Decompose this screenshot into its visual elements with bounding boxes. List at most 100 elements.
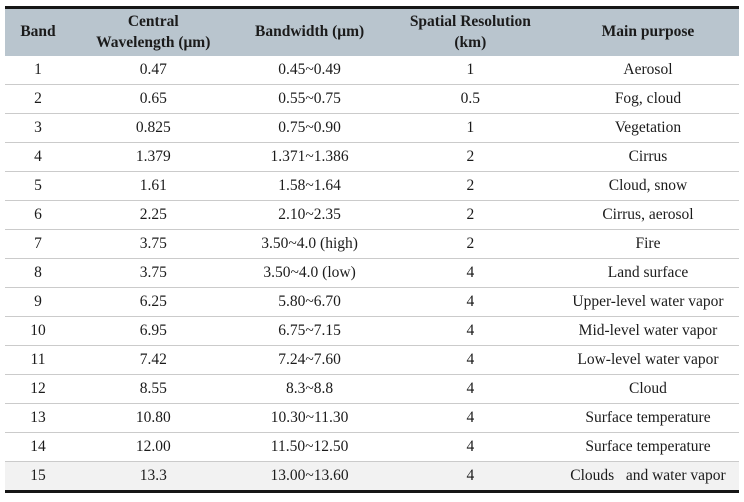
- cell-bandwidth: 1.371~1.386: [235, 142, 384, 172]
- cell-bandwidth: 13.00~13.60: [235, 461, 384, 492]
- cell-spatial-resolution: 4: [383, 345, 557, 375]
- cell-bandwidth: 0.55~0.75: [235, 84, 384, 114]
- cell-spatial-resolution: 4: [383, 461, 557, 492]
- table-row: 6 2.25 2.10~2.35 2 Cirrus, aerosol: [5, 200, 739, 230]
- cell-band: 10: [5, 316, 72, 346]
- table-row: 7 3.75 3.50~4.0 (high) 2 Fire: [5, 229, 739, 259]
- cell-band: 2: [5, 84, 72, 114]
- cell-spatial-resolution: 4: [383, 258, 557, 288]
- col-header-bandwidth-label: Bandwidth (μm): [255, 23, 365, 41]
- cell-bandwidth: 3.50~4.0 (high): [235, 229, 384, 259]
- cell-central-wavelength: 0.825: [71, 113, 236, 143]
- cell-band: 4: [5, 142, 72, 172]
- table-row: 15 13.3 13.00~13.60 4 Clouds and water v…: [5, 461, 739, 492]
- cell-bandwidth: 6.75~7.15: [235, 316, 384, 346]
- cell-central-wavelength: 10.80: [71, 403, 236, 433]
- cell-main-purpose: Cirrus: [556, 142, 739, 172]
- cell-spatial-resolution: 2: [383, 142, 557, 172]
- cell-spatial-resolution: 4: [383, 403, 557, 433]
- cell-bandwidth: 10.30~11.30: [235, 403, 384, 433]
- cell-spatial-resolution: 1: [466, 61, 475, 78]
- cell-central-wavelength: 0.65: [71, 84, 236, 114]
- table-body: 1 0.47 0.45~0.49 1 Aerosol 2 0.65 0.55~0…: [5, 56, 739, 492]
- table-row: 11 7.42 7.24~7.60 4 Low-level water vapo…: [5, 345, 739, 375]
- cell-main-purpose: Fire: [556, 229, 739, 259]
- cell-spatial-resolution: 4: [383, 287, 557, 317]
- cell-band: 7: [5, 229, 72, 259]
- table-row: 14 12.00 11.50~12.50 4 Surface temperatu…: [5, 432, 739, 462]
- table-row: 13 10.80 10.30~11.30 4 Surface temperatu…: [5, 403, 739, 433]
- table-row: 10 6.95 6.75~7.15 4 Mid-level water vapo…: [5, 316, 739, 346]
- cell-spatial-resolution: 2: [383, 229, 557, 259]
- cell-main-purpose: Mid-level water vapor: [556, 316, 739, 346]
- cell-main-purpose: Vegetation: [556, 113, 739, 143]
- cell-main-purpose: Cloud, snow: [556, 171, 739, 201]
- cell-band: 14: [5, 432, 72, 462]
- band-spec-table: Band Central Wavelength (μm) Bandwidth (…: [5, 6, 739, 493]
- col-header-spatial-resolution-line1: Spatial Resolution: [409, 12, 531, 30]
- table-row: 4 1.379 1.371~1.386 2 Cirrus: [5, 142, 739, 172]
- cell-main-purpose: Fog, cloud: [556, 84, 739, 114]
- col-header-main-purpose-label: Main purpose: [601, 23, 695, 41]
- cell-band: 3: [5, 113, 72, 143]
- col-header-spatial-resolution: Spatial Resolution (km): [383, 7, 557, 56]
- cell-main-purpose: Cloud: [556, 374, 739, 404]
- cell-bandwidth: 5.80~6.70: [235, 287, 384, 317]
- cell-band: 9: [5, 287, 72, 317]
- cell-spatial-resolution: 1: [383, 113, 557, 143]
- cell-band: 5: [5, 171, 72, 201]
- cell-central-wavelength: 3.75: [71, 229, 236, 259]
- header-row: Band Central Wavelength (μm) Bandwidth (…: [5, 7, 739, 56]
- cell-bandwidth: 1.58~1.64: [235, 171, 384, 201]
- cell-bandwidth: 0.75~0.90: [235, 113, 384, 143]
- col-header-bandwidth: Bandwidth (μm): [235, 7, 384, 56]
- col-header-main-purpose: Main purpose: [556, 7, 739, 56]
- cell-bandwidth: 7.24~7.60: [235, 345, 384, 375]
- table-row: 12 8.55 8.3~8.8 4 Cloud: [5, 374, 739, 404]
- cell-main-purpose: Surface temperature: [556, 403, 739, 433]
- cell-spatial-resolution: 0.5: [383, 84, 557, 114]
- cell-main-purpose: Cirrus, aerosol: [556, 200, 739, 230]
- cell-band: 6: [5, 200, 72, 230]
- cell-central-wavelength: 1.61: [71, 171, 236, 201]
- col-header-central-wavelength: Central Wavelength (μm): [71, 7, 236, 56]
- table-row: 2 0.65 0.55~0.75 0.5 Fog, cloud: [5, 84, 739, 114]
- col-header-central-wavelength-line1: Central: [127, 12, 179, 30]
- cell-main-purpose: Land surface: [556, 258, 739, 288]
- cell-central-wavelength: 3.75: [71, 258, 236, 288]
- cell-band: 12: [5, 374, 72, 404]
- cell-bandwidth: 3.50~4.0 (low): [235, 258, 384, 288]
- cell-spatial-resolution: 4: [383, 432, 557, 462]
- table-row: 8 3.75 3.50~4.0 (low) 4 Land surface: [5, 258, 739, 288]
- cell-spatial-resolution: 2: [383, 200, 557, 230]
- cell-spatial-resolution: 4: [383, 374, 557, 404]
- cell-band: 15: [5, 461, 72, 492]
- cell-central-wavelength: 6.25: [71, 287, 236, 317]
- cell-band: 13: [5, 403, 72, 433]
- col-header-band: Band: [5, 7, 72, 56]
- table-row: 5 1.61 1.58~1.64 2 Cloud, snow: [5, 171, 739, 201]
- table-row: 9 6.25 5.80~6.70 4 Upper-level water vap…: [5, 287, 739, 317]
- col-header-central-wavelength-line2: Wavelength (μm): [96, 33, 211, 51]
- cell-bandwidth: 2.10~2.35: [235, 200, 384, 230]
- table-row: 3 0.825 0.75~0.90 1 Vegetation: [5, 113, 739, 143]
- cell-central-wavelength: 2.25: [71, 200, 236, 230]
- cell-central-wavelength: 0.47: [139, 61, 167, 78]
- cell-central-wavelength: 12.00: [71, 432, 236, 462]
- cell-bandwidth: 11.50~12.50: [235, 432, 384, 462]
- cell-central-wavelength: 6.95: [71, 316, 236, 346]
- col-header-band-label: Band: [20, 23, 56, 41]
- cell-main-purpose: Low-level water vapor: [556, 345, 739, 375]
- table-row: 1 0.47 0.45~0.49 1 Aerosol: [5, 56, 739, 85]
- table-header: Band Central Wavelength (μm) Bandwidth (…: [5, 7, 739, 56]
- cell-bandwidth: 0.45~0.49: [278, 61, 341, 78]
- cell-band: 11: [5, 345, 72, 375]
- cell-band: 1: [34, 61, 42, 78]
- cell-main-purpose: Surface temperature: [556, 432, 739, 462]
- cell-central-wavelength: 7.42: [71, 345, 236, 375]
- cell-main-purpose: Clouds and water vapor: [556, 461, 739, 492]
- cell-central-wavelength: 1.379: [71, 142, 236, 172]
- cell-main-purpose: Aerosol: [623, 61, 673, 78]
- cell-band: 8: [5, 258, 72, 288]
- cell-spatial-resolution: 4: [383, 316, 557, 346]
